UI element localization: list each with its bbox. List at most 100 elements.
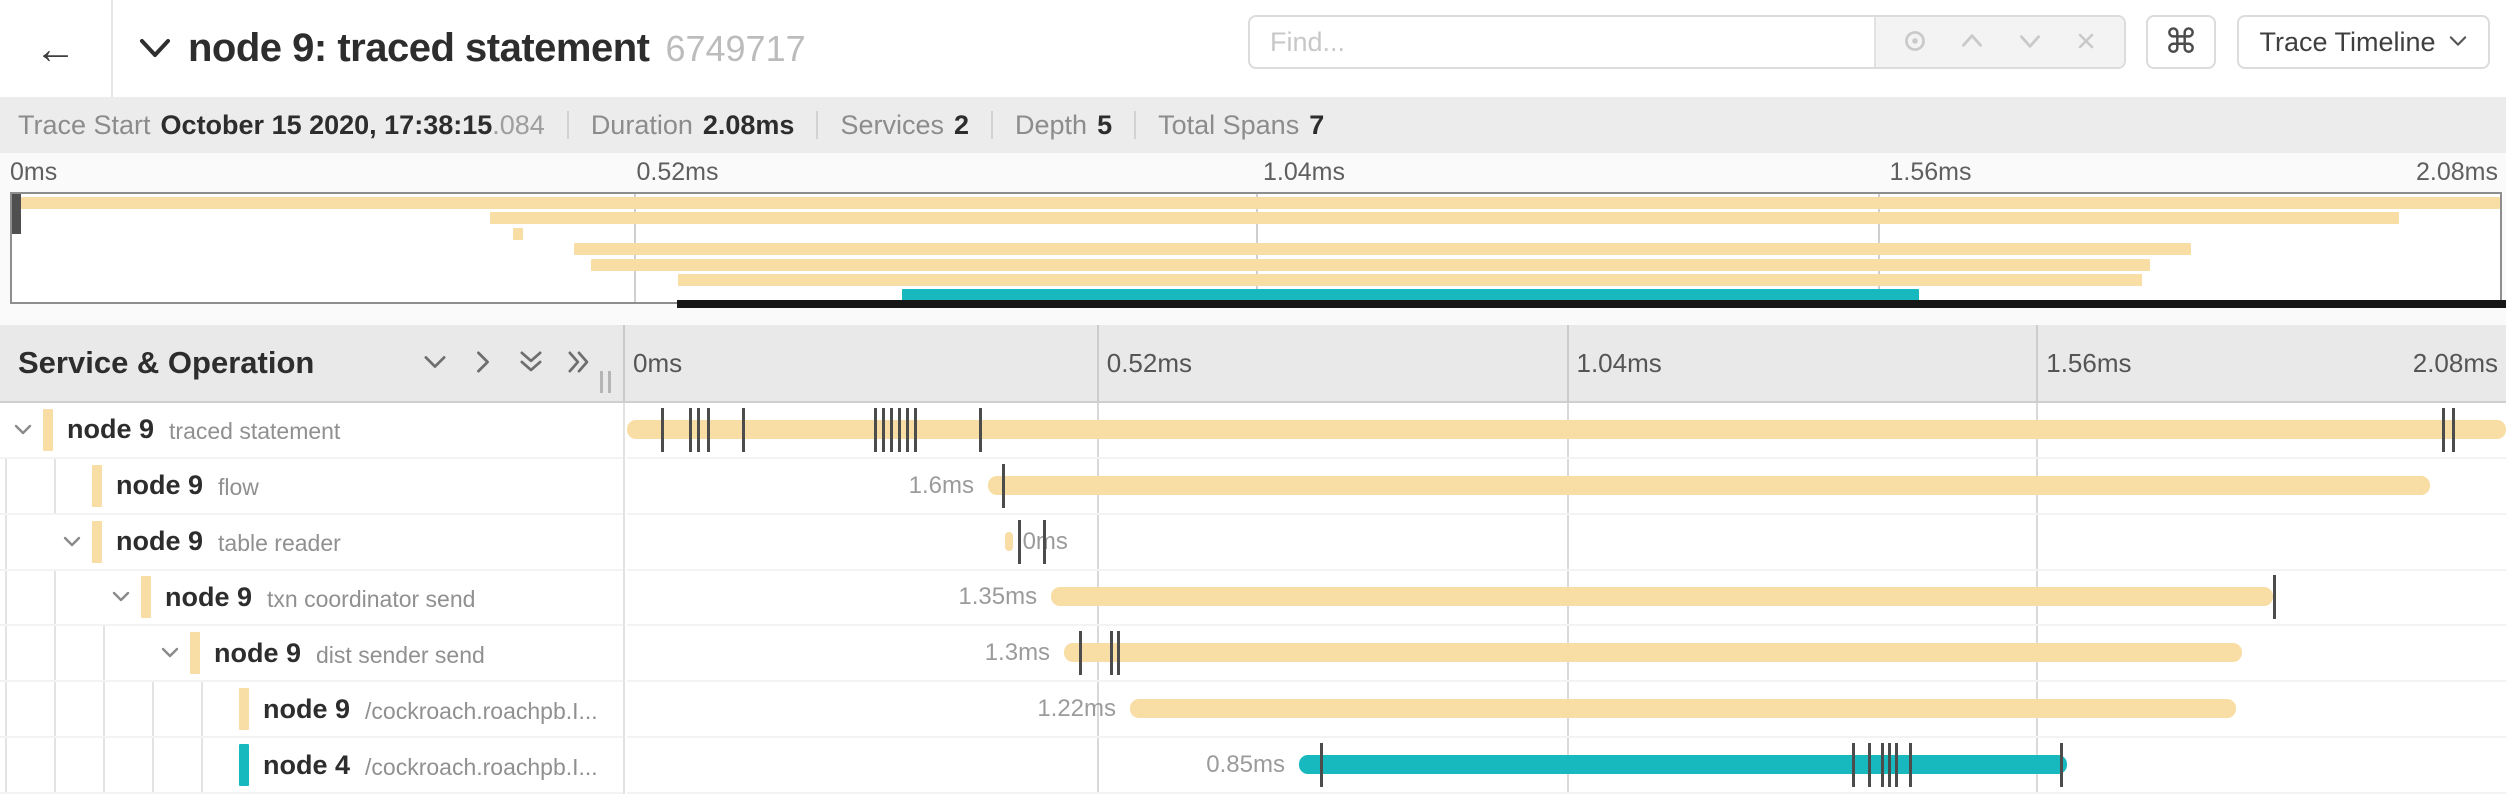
span-name-group: node 9 flow [116,459,259,513]
chevron-down-icon [9,416,37,449]
minimap-tick-label: 0.52ms [636,158,719,186]
span-log-marker[interactable] [1319,743,1323,788]
span-log-marker[interactable] [661,407,664,452]
span-log-marker[interactable] [978,407,982,452]
expand-all-button[interactable] [559,341,599,385]
span-bar[interactable] [987,475,2430,495]
span-timeline-row[interactable]: 1.22ms [627,682,2506,739]
span-log-marker[interactable] [707,407,711,452]
span-row[interactable]: node 9 dist sender send [0,626,623,683]
minimap-scrubber-handle[interactable] [12,194,21,234]
span-log-marker[interactable] [906,407,910,452]
span-tree-toggle[interactable] [107,583,135,616]
span-log-marker[interactable] [1887,743,1891,788]
span-log-marker[interactable] [2059,743,2063,788]
span-timeline-row[interactable]: 0ms [627,515,2506,571]
timeline-axis-header: 0ms 0.52ms 1.04ms 1.56ms 2.08ms [627,325,2506,401]
column-resize-grip[interactable] [600,371,611,393]
span-timeline-row[interactable]: 1.6ms [627,459,2506,515]
span-bar[interactable] [1051,587,2273,607]
span-log-marker[interactable] [1043,519,1046,564]
keyboard-shortcuts-button[interactable]: ⌘ [2146,15,2216,69]
span-row[interactable]: node 9 txn coordinator send [0,570,623,627]
span-row[interactable]: node 9 table reader [0,514,623,571]
span-bar[interactable] [1130,699,2236,719]
span-tree-toggle[interactable] [9,416,37,449]
span-log-marker[interactable] [2441,407,2445,452]
find-bar [1248,15,2126,69]
span-log-marker[interactable] [913,407,917,452]
span-name-group: node 9 table reader [116,515,341,569]
span-tree-toggle[interactable] [156,639,184,672]
prev-result-button[interactable] [1955,24,1989,61]
span-log-marker[interactable] [1110,631,1114,676]
span-timeline-row[interactable]: 1.35ms [627,571,2506,627]
span-row[interactable]: node 4/cockroach.roachpb.I... [0,738,623,794]
span-operation-name: /cockroach.roachpb.I... [365,753,598,780]
trace-collapse-toggle[interactable] [138,35,172,66]
timeline-tick-label: 2.08ms [2412,348,2498,378]
span-list-header: Service & Operation [0,325,625,401]
close-icon [2072,27,2100,58]
span-row[interactable]: node 9 flow [0,458,623,515]
summary-divider [816,111,819,139]
span-timeline-row[interactable]: 0.85ms [627,738,2506,794]
command-icon: ⌘ [2164,23,2198,61]
span-log-marker[interactable] [1117,631,1121,676]
span-log-marker[interactable] [1894,743,1898,788]
axis-tick-line [1096,325,1099,401]
span-timeline-row[interactable] [627,403,2506,459]
next-result-button[interactable] [2013,24,2047,61]
trace-summary-bar: Trace Start October 15 2020, 17:38:15.084… [0,97,2506,153]
trace-minimap[interactable] [10,192,2502,304]
span-operation-name: flow [218,474,259,501]
span-row[interactable]: node 9 traced statement [0,403,623,459]
span-row[interactable]: node 9/cockroach.roachpb.I... [0,682,623,739]
collapse-one-button[interactable] [415,341,455,385]
double-chevron-down-icon [515,346,547,381]
span-log-marker[interactable] [1909,743,1913,788]
collapse-all-button[interactable] [511,341,551,385]
back-button[interactable]: ← [0,0,113,97]
locate-button[interactable] [1898,24,1932,61]
span-log-marker[interactable] [2273,575,2276,620]
span-log-marker[interactable] [881,407,885,452]
summary-divider [1134,111,1137,139]
span-bar[interactable] [627,419,2506,439]
find-input[interactable] [1250,17,1874,67]
span-service-name: node 9 [263,693,351,724]
span-timeline-row[interactable]: 1.3ms [627,626,2506,683]
tree-indent-guide [5,458,7,513]
span-bar[interactable] [1064,643,2242,663]
clear-search-button[interactable] [2070,25,2102,60]
span-log-marker[interactable] [897,407,901,452]
view-options-dropdown[interactable]: Trace Timeline [2237,15,2490,69]
span-log-marker[interactable] [689,407,692,452]
span-bar[interactable] [1298,755,2068,775]
locate-icon [1900,26,1930,59]
span-log-marker[interactable] [874,407,878,452]
span-log-marker[interactable] [741,407,745,452]
span-service-name: node 9 [67,414,155,445]
span-tree-toggle[interactable] [58,528,86,561]
summary-value: 7 [1309,109,1325,140]
span-log-marker[interactable] [1079,631,1083,676]
minimap-range-bar[interactable] [677,300,2506,308]
axis-tick-line [2036,325,2039,401]
span-service-name: node 9 [116,470,204,501]
span-log-marker[interactable] [1867,743,1871,788]
span-log-marker[interactable] [1018,519,1022,564]
span-log-marker[interactable] [697,407,701,452]
tree-indent-guide [5,570,7,625]
span-name-group: node 9 traced statement [67,403,340,457]
expand-one-button[interactable] [463,341,503,385]
summary-item: Trace Start October 15 2020, 17:38:15.084 [18,110,545,141]
span-log-marker[interactable] [1851,743,1855,788]
span-bar[interactable] [1005,531,1013,551]
summary-item: Services 2 [840,110,969,141]
span-log-marker[interactable] [890,407,894,452]
span-log-marker[interactable] [2452,407,2456,452]
span-log-marker[interactable] [1002,463,1006,508]
span-color-chip [92,520,102,563]
span-log-marker[interactable] [1881,743,1885,788]
